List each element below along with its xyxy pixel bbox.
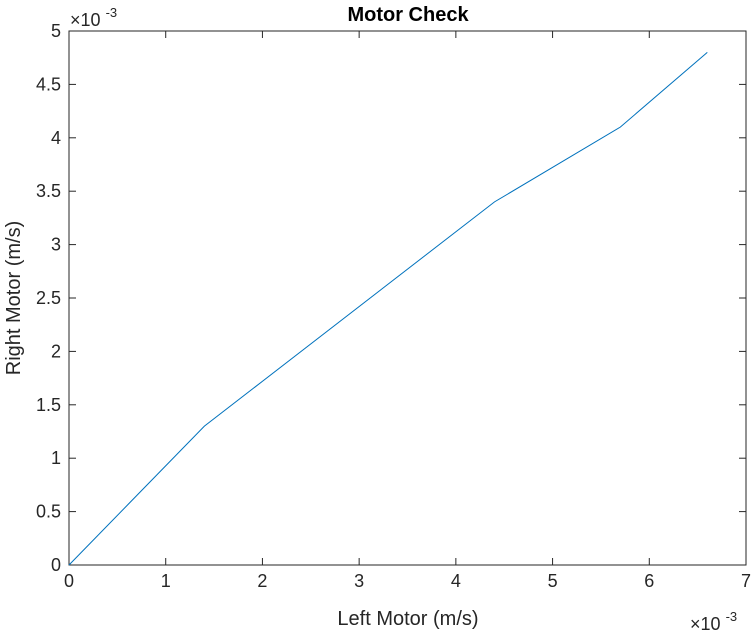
y-tick-label: 3.5 xyxy=(36,181,61,201)
y-tick-label: 1 xyxy=(51,448,61,468)
y-multiplier-exponent: -3 xyxy=(106,5,118,20)
x-tick-label: 6 xyxy=(644,571,654,591)
y-tick-label: 2 xyxy=(51,341,61,361)
y-tick-label: 4.5 xyxy=(36,74,61,94)
y-multiplier-base: ×10 xyxy=(70,10,101,30)
x-axis-ticks: 0 1 2 3 4 5 6 7 xyxy=(64,31,751,591)
y-tick-label: 3 xyxy=(51,235,61,255)
x-tick-label: 0 xyxy=(64,571,74,591)
series-layer xyxy=(68,51,708,566)
y-axis-label: Right Motor (m/s) xyxy=(3,221,25,375)
y-axis-ticks: 0 0.5 1 1.5 2 2.5 3 3.5 4 4.5 5 xyxy=(36,21,746,575)
y-tick-label: 0.5 xyxy=(36,502,61,522)
axes-box xyxy=(68,30,747,566)
y-tick-label: 2.5 xyxy=(36,288,61,308)
y-tick-label: 4 xyxy=(51,128,61,148)
x-tick-label: 4 xyxy=(451,571,461,591)
series-line-0 xyxy=(68,51,708,566)
chart-title: Motor Check xyxy=(347,4,469,26)
x-multiplier-base: ×10 xyxy=(690,614,721,632)
y-tick-label: 0 xyxy=(51,555,61,575)
x-tick-label: 1 xyxy=(161,571,171,591)
y-axis-multiplier: ×10 -3 xyxy=(70,5,117,30)
x-axis-label: Left Motor (m/s) xyxy=(337,608,478,630)
y-tick-label: 1.5 xyxy=(36,395,61,415)
x-tick-label: 3 xyxy=(354,571,364,591)
plot-area: 0 0.5 1 1.5 2 2.5 3 3.5 4 4.5 5 0 1 2 3 4 5 6 7 xyxy=(36,21,751,591)
y-tick-label: 5 xyxy=(51,21,61,41)
x-axis-multiplier: ×10 -3 xyxy=(690,609,737,632)
x-tick-label: 7 xyxy=(741,571,751,591)
x-multiplier-exponent: -3 xyxy=(726,609,738,624)
x-tick-label: 5 xyxy=(548,571,558,591)
x-tick-label: 2 xyxy=(257,571,267,591)
